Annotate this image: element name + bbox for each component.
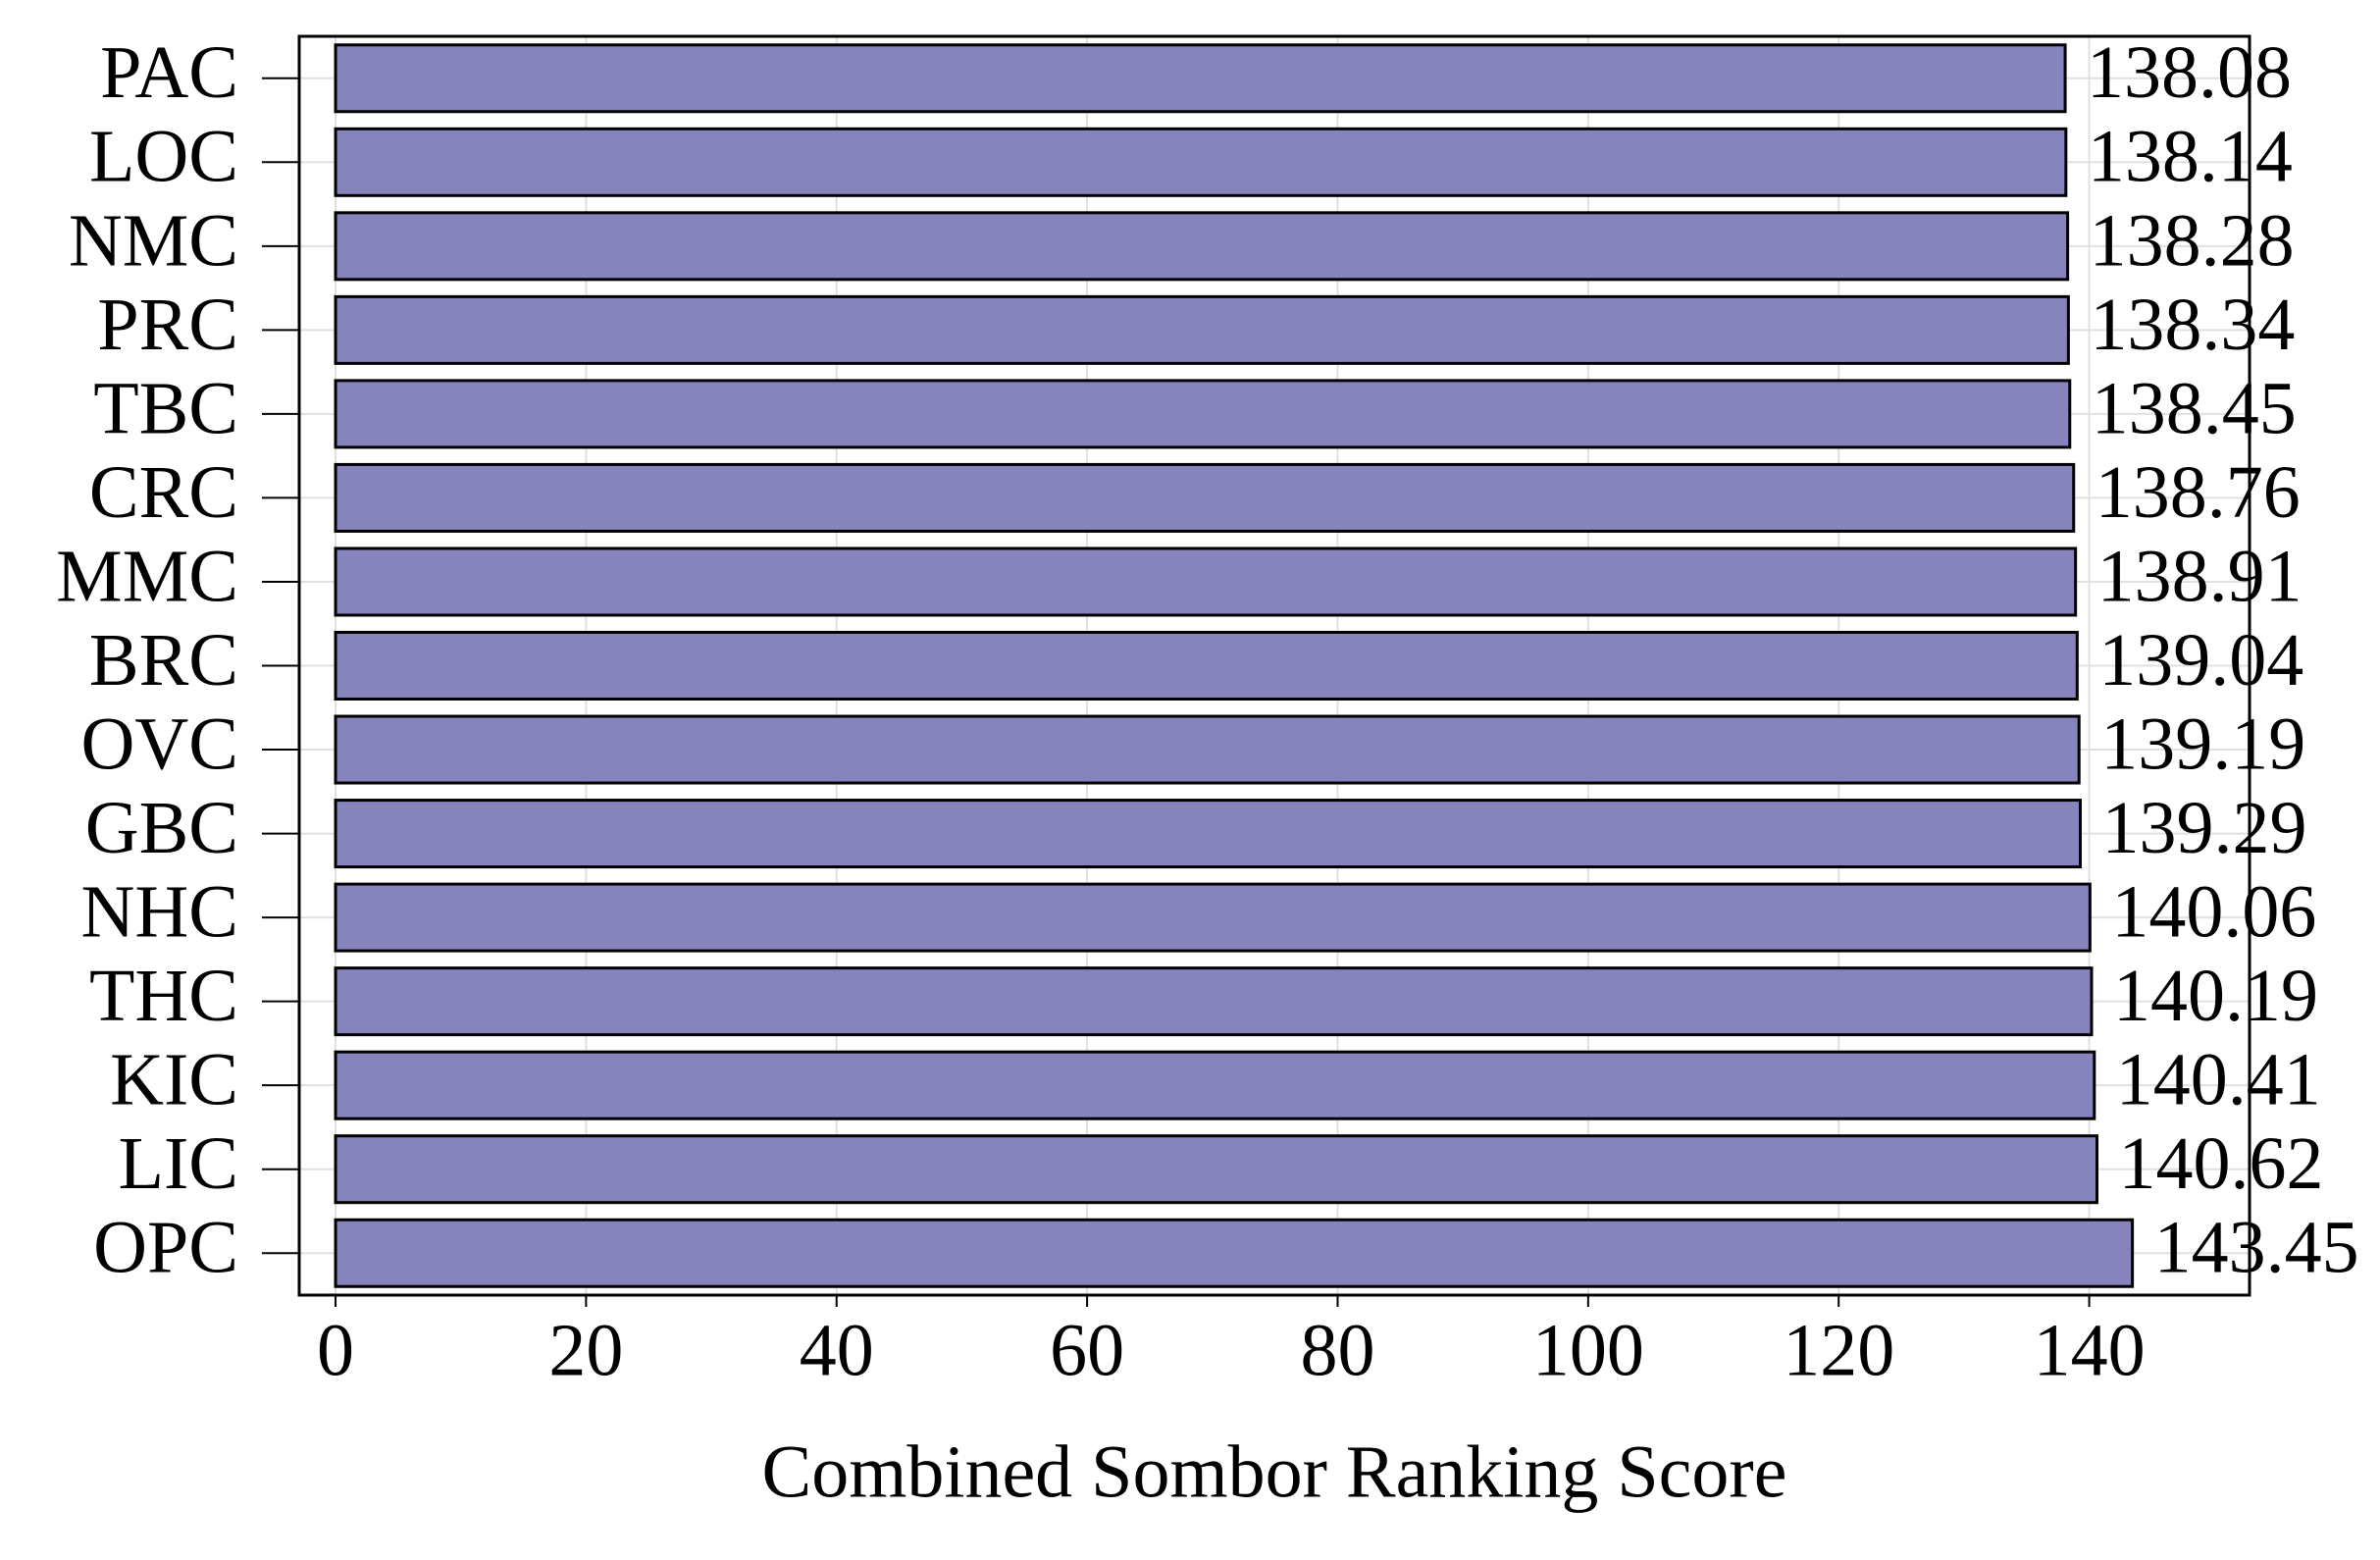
value-label: 138.08 <box>2087 31 2292 114</box>
x-tick-label: 20 <box>548 1309 623 1391</box>
y-tick-label: OPC <box>93 1207 238 1289</box>
x-tick-label: 140 <box>2034 1309 2146 1391</box>
y-tick-label: PRC <box>97 284 238 366</box>
value-label: 138.28 <box>2090 199 2295 282</box>
bar <box>334 294 2070 365</box>
x-tick-label: 100 <box>1532 1309 1644 1391</box>
y-tick-label: THC <box>89 955 238 1037</box>
plot-frame <box>297 34 2251 1297</box>
y-tick-label: BRC <box>89 619 238 702</box>
bar <box>334 43 2067 114</box>
bar <box>334 1218 2135 1288</box>
value-label: 143.45 <box>2154 1207 2359 1289</box>
bar <box>334 462 2076 533</box>
value-label: 138.45 <box>2092 367 2297 449</box>
x-axis-label: Combined Sombor Ranking Score <box>762 1430 1787 1513</box>
value-label: 138.14 <box>2088 116 2293 198</box>
y-tick-label: OVC <box>81 702 238 785</box>
bar <box>334 1050 2096 1120</box>
bar <box>334 127 2068 197</box>
y-tick-label: PAC <box>100 31 238 114</box>
bar <box>334 546 2078 617</box>
value-label: 140.06 <box>2111 871 2316 954</box>
y-tick-label: KIC <box>110 1039 238 1121</box>
x-tick-label: 40 <box>800 1309 874 1391</box>
value-label: 138.91 <box>2097 535 2302 617</box>
value-label: 139.19 <box>2100 702 2305 785</box>
y-tick-label: CRC <box>89 451 238 534</box>
bar <box>334 211 2070 282</box>
bar <box>334 379 2072 449</box>
value-label: 140.19 <box>2113 955 2318 1037</box>
y-tick-label: LIC <box>119 1122 238 1205</box>
value-label: 140.62 <box>2118 1122 2323 1205</box>
value-label: 138.76 <box>2095 451 2301 534</box>
x-tick-label: 0 <box>317 1309 354 1391</box>
bar <box>334 966 2094 1037</box>
value-label: 138.34 <box>2090 284 2295 366</box>
y-tick-label: TBC <box>93 367 238 449</box>
y-tick-label: MMC <box>56 535 238 617</box>
y-tick-label: GBC <box>85 787 238 869</box>
value-label: 139.04 <box>2098 619 2303 702</box>
bar <box>334 714 2081 785</box>
y-tick-label: LOC <box>89 116 238 198</box>
y-tick-label: NHC <box>81 871 238 954</box>
value-label: 140.41 <box>2116 1039 2321 1121</box>
value-label: 139.29 <box>2102 787 2307 869</box>
y-tick-label: NMC <box>69 199 238 282</box>
x-tick-label: 80 <box>1300 1309 1374 1391</box>
x-tick-label: 120 <box>1783 1309 1894 1391</box>
x-tick-label: 60 <box>1050 1309 1124 1391</box>
bar <box>334 631 2079 701</box>
bar <box>334 882 2092 953</box>
bar <box>334 1134 2098 1205</box>
bar <box>334 799 2083 869</box>
